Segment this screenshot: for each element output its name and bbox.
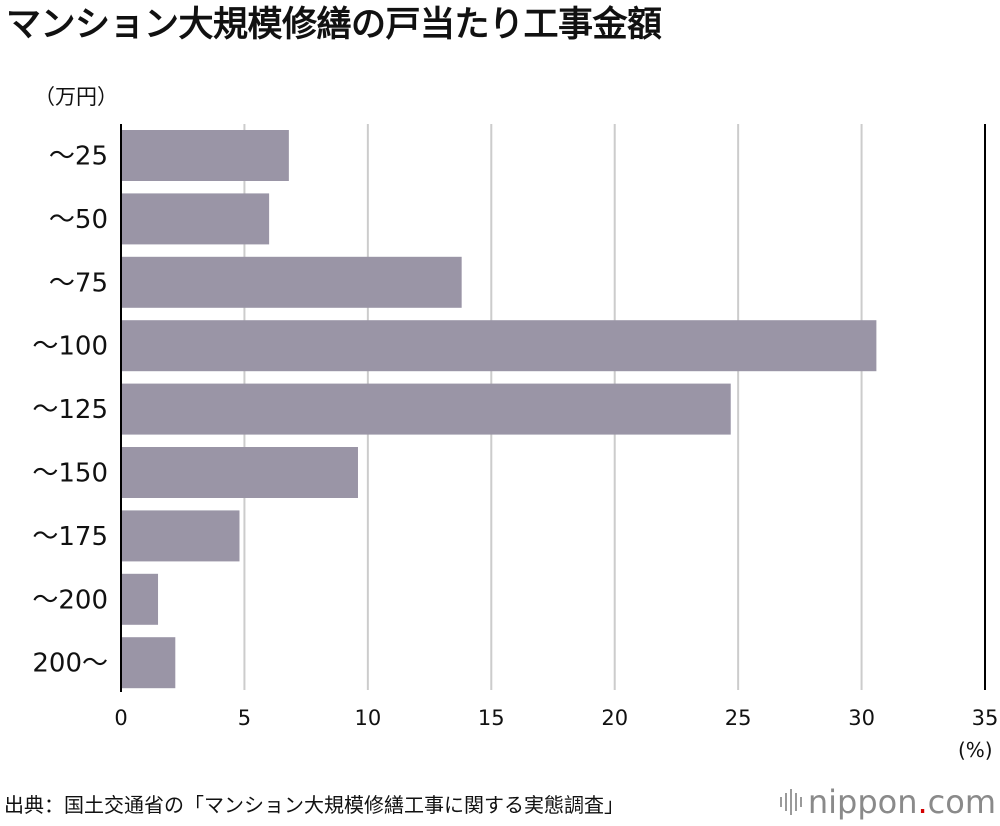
x-tick-label: 20 [601,706,628,730]
y-tick-label: 200～ [32,649,108,679]
logo-name: nippon [807,783,918,821]
y-tick-label: ～150 [32,459,108,489]
y-tick-label: ～175 [32,522,108,552]
chart-title: マンション大規模修繕の戸当たり工事金額 [6,5,662,45]
x-tick-label: 35 [972,706,999,730]
logo-tld: com [927,783,996,821]
bar [121,256,462,308]
bar [121,510,240,562]
bar [121,130,289,181]
bar [121,320,877,372]
x-tick-label: 0 [114,706,127,730]
nippon-com-logo: nippon. com [779,783,996,821]
x-tick-label: 30 [848,706,875,730]
logo-bars-icon [779,787,802,817]
x-axis-unit-label: (%) [958,738,993,762]
x-tick-label: 15 [478,706,505,730]
x-tick-label: 25 [725,706,752,730]
x-tick-label: 10 [354,706,381,730]
bar [121,637,176,689]
source-note: 出典：国土交通省の「マンション大規模修繕工事に関する実態調査」 [4,793,624,817]
bar [121,573,159,625]
y-tick-label: ～25 [49,142,108,172]
y-tick-label: ～100 [32,332,108,362]
bar [121,383,731,435]
y-axis-unit-label: （万円） [34,85,118,109]
y-tick-label: ～50 [49,205,108,235]
bar [121,193,270,245]
bar-chart: ～25 ～50 ～75 ～100 ～125 ～150 ～175 ～200 200～ 0 5 10 15 2… [32,124,999,730]
x-tick-label: 5 [238,706,251,730]
y-tick-label: ～200 [32,585,108,615]
y-tick-label: ～75 [49,268,108,298]
y-tick-label: ～125 [32,395,108,425]
bar [121,447,358,498]
logo-dot: . [917,783,928,821]
